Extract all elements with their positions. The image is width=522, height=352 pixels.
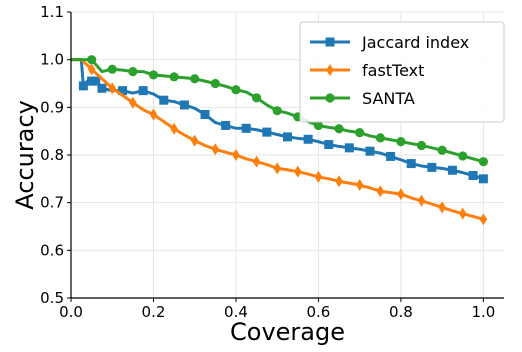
y-tick-label: 0.8 bbox=[40, 146, 64, 164]
data-point bbox=[149, 108, 158, 121]
y-tick-label: 0.5 bbox=[40, 289, 64, 307]
data-point bbox=[159, 95, 169, 105]
data-point bbox=[478, 174, 488, 184]
data-point bbox=[303, 134, 313, 144]
data-point bbox=[169, 72, 179, 82]
x-tick-label: 0.8 bbox=[389, 303, 413, 321]
data-point bbox=[232, 149, 240, 161]
plot-series bbox=[71, 55, 488, 226]
data-point bbox=[108, 82, 117, 95]
data-point bbox=[272, 106, 282, 116]
data-point bbox=[417, 194, 426, 207]
data-point bbox=[251, 93, 262, 103]
legend-label: SANTA bbox=[362, 89, 415, 108]
data-point bbox=[87, 55, 97, 65]
data-point bbox=[313, 120, 324, 131]
data-point bbox=[179, 100, 189, 110]
data-point bbox=[437, 145, 447, 155]
tick-labels: 0.0 0.2 0.4 0.6 0.8 1.0 0.5 0.6 0.7 0.8 0.9 1.0 1.1 bbox=[40, 3, 495, 321]
data-point bbox=[355, 127, 365, 138]
data-point bbox=[129, 96, 137, 109]
x-axis-title: Coverage bbox=[230, 318, 345, 346]
x-tick-label: 0.2 bbox=[142, 303, 166, 321]
data-point bbox=[397, 188, 405, 201]
y-tick-label: 1.0 bbox=[40, 51, 64, 69]
data-point bbox=[294, 165, 302, 178]
legend-label: Jaccard index bbox=[361, 33, 469, 52]
data-point bbox=[334, 124, 344, 134]
data-point bbox=[416, 140, 427, 151]
legend-item: fastText bbox=[310, 61, 424, 80]
data-point bbox=[138, 86, 148, 96]
x-tick-label: 1.0 bbox=[471, 303, 495, 321]
data-point bbox=[376, 185, 385, 198]
data-point bbox=[107, 64, 117, 74]
data-point bbox=[438, 201, 446, 214]
data-point bbox=[118, 86, 128, 96]
data-point bbox=[479, 213, 488, 226]
data-point bbox=[221, 120, 231, 130]
data-point bbox=[200, 109, 210, 119]
data-point bbox=[468, 170, 478, 180]
data-point bbox=[325, 93, 335, 103]
legend-item: Jaccard index bbox=[310, 33, 469, 52]
legend-item: SANTA bbox=[310, 89, 415, 108]
data-point bbox=[447, 165, 457, 175]
x-tick-label: 0.4 bbox=[224, 303, 248, 321]
data-point bbox=[128, 66, 138, 77]
x-tick-label: 0.0 bbox=[59, 303, 83, 321]
data-point bbox=[458, 207, 467, 220]
data-point bbox=[190, 134, 199, 147]
data-point bbox=[87, 63, 96, 76]
data-point bbox=[273, 162, 281, 175]
data-point bbox=[458, 151, 468, 161]
data-point bbox=[241, 123, 251, 133]
y-tick-label: 0.6 bbox=[40, 241, 64, 259]
legend-items: Jaccard index fastText SANTA bbox=[310, 33, 469, 108]
data-point bbox=[375, 133, 385, 143]
data-point bbox=[324, 140, 334, 150]
data-point bbox=[211, 143, 220, 156]
data-point bbox=[314, 170, 323, 183]
series-fasttext bbox=[71, 58, 488, 226]
data-point bbox=[252, 155, 261, 168]
data-point bbox=[406, 159, 416, 169]
data-point bbox=[344, 143, 354, 153]
y-tick-label: 1.1 bbox=[40, 3, 64, 21]
data-point bbox=[78, 81, 88, 91]
data-point bbox=[170, 122, 178, 135]
data-point bbox=[231, 85, 241, 95]
data-point bbox=[283, 132, 292, 142]
data-point bbox=[365, 146, 375, 156]
data-point bbox=[262, 127, 272, 137]
data-point bbox=[386, 151, 396, 161]
data-point bbox=[396, 137, 406, 147]
data-point bbox=[97, 83, 107, 93]
data-point bbox=[326, 64, 334, 76]
data-point bbox=[335, 175, 343, 188]
legend-label: fastText bbox=[362, 61, 424, 80]
x-tick-label: 0.6 bbox=[306, 303, 330, 321]
data-point bbox=[478, 157, 488, 167]
data-point bbox=[210, 78, 220, 89]
series-santa bbox=[71, 55, 488, 167]
data-point bbox=[148, 70, 159, 80]
y-tick-label: 0.7 bbox=[40, 194, 64, 212]
y-axis-title: Accuracy bbox=[11, 100, 39, 210]
data-point bbox=[427, 162, 437, 172]
data-point bbox=[190, 74, 200, 84]
legend-box bbox=[299, 21, 505, 123]
data-point bbox=[355, 179, 364, 192]
data-point bbox=[325, 37, 335, 47]
data-point bbox=[91, 76, 101, 86]
legend: Jaccard index fastText SANTA bbox=[299, 21, 505, 123]
y-tick-label: 0.9 bbox=[40, 98, 64, 116]
